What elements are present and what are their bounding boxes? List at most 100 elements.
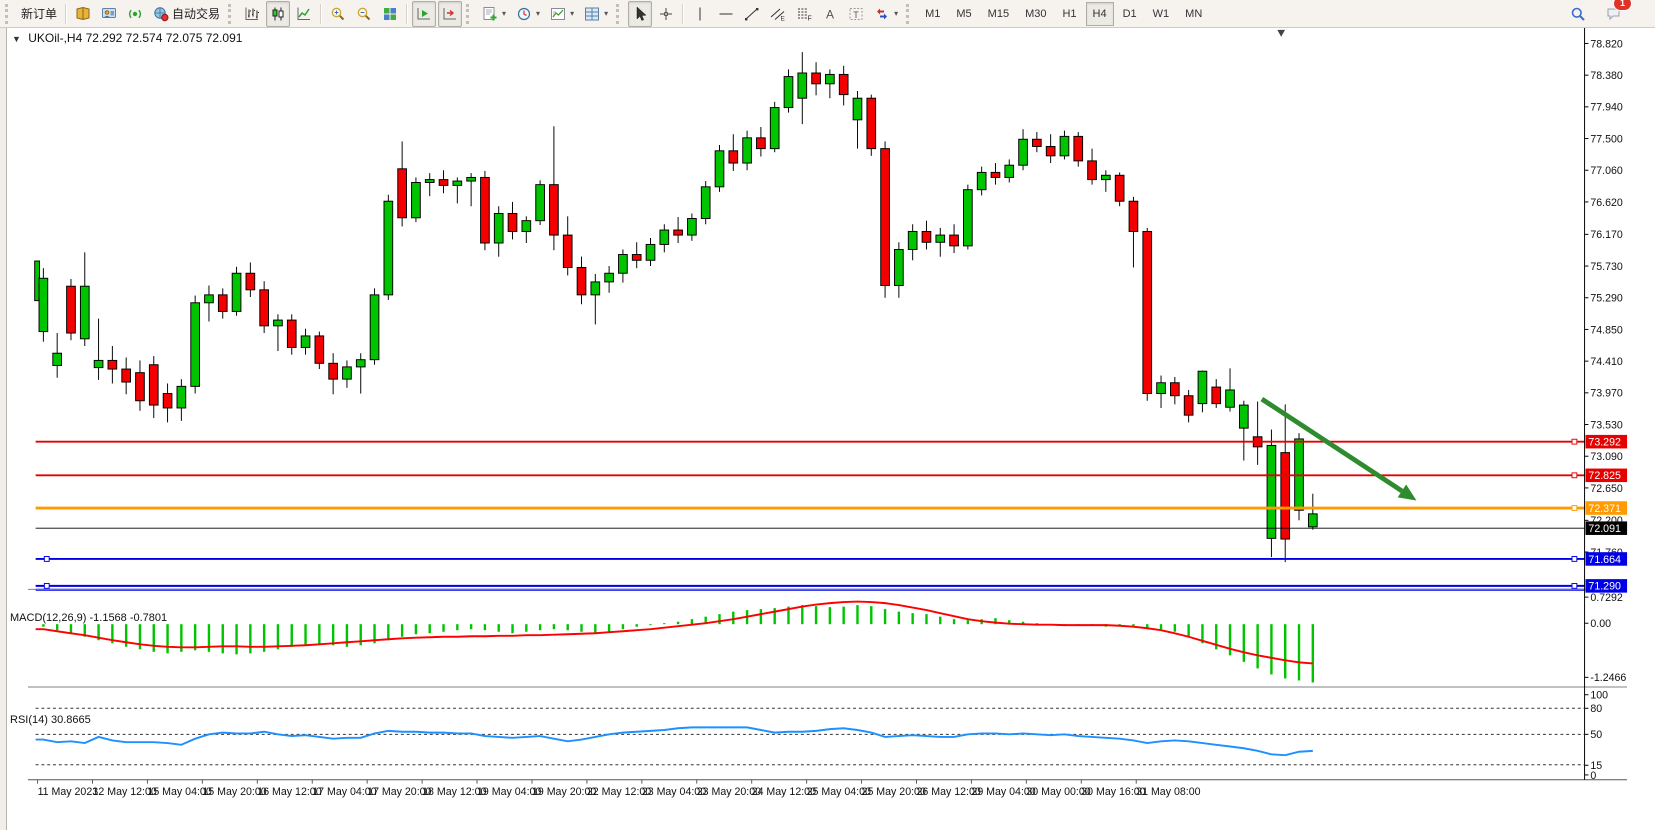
- text-label-icon: T: [849, 7, 863, 20]
- crosshair-button[interactable]: [654, 1, 678, 27]
- candle-body: [231, 272, 242, 312]
- candle-body: [728, 150, 739, 164]
- chart-shift-button[interactable]: [438, 0, 463, 27]
- vertical-line-button[interactable]: [688, 1, 712, 27]
- timeframe-mn-button[interactable]: MN: [1185, 7, 1203, 20]
- chart-shift-marker[interactable]: [1277, 29, 1286, 37]
- chevron-down-icon[interactable]: ▾: [536, 9, 541, 18]
- timeframe-d1-button[interactable]: D1: [1122, 7, 1137, 20]
- auto-scroll-button[interactable]: [412, 0, 437, 27]
- line-anchor-handle[interactable]: [1571, 472, 1578, 479]
- chevron-down-icon[interactable]: ▾: [502, 9, 507, 18]
- price-tag: [1585, 552, 1628, 566]
- candle-body: [1018, 138, 1028, 166]
- search-icon: [1571, 7, 1585, 21]
- price-tag-label: 72.825: [1588, 470, 1621, 482]
- market-watch-button[interactable]: [71, 1, 95, 27]
- periodicity-icon: [517, 7, 531, 20]
- timeframe-m1-button[interactable]: M1: [925, 7, 941, 20]
- chevron-down-icon[interactable]: ▾: [894, 9, 899, 18]
- candle-body: [631, 254, 642, 261]
- line-anchor-handle[interactable]: [1571, 556, 1578, 562]
- svg-text:A: A: [826, 7, 834, 21]
- chart-symbol-period: UKOil-,H4: [28, 31, 83, 45]
- trendline-button[interactable]: [740, 1, 764, 27]
- text-label-button[interactable]: T: [844, 1, 868, 27]
- line-anchor-handle[interactable]: [1571, 438, 1578, 445]
- macd-values: -1.1568 -0.7801: [89, 612, 168, 624]
- candle-body: [1142, 230, 1153, 395]
- market-watch-icon: [76, 6, 90, 20]
- timeframe-h1-button[interactable]: H1: [1062, 7, 1077, 20]
- chart-window: 78.820 78.380 77.940 77.500 77.060 76.620 76.1…: [0, 28, 1655, 830]
- toolbar-drag-handle: [906, 3, 914, 24]
- zoom-in-button[interactable]: [326, 1, 350, 27]
- cursor-button[interactable]: [628, 0, 653, 27]
- new-chart-button[interactable]: ▾: [478, 1, 510, 27]
- price-tag: [1585, 434, 1628, 449]
- candle-body: [369, 294, 380, 361]
- line-anchor-handle[interactable]: [43, 556, 50, 562]
- chevron-down-icon[interactable]: ▾: [604, 9, 609, 18]
- time-tick-label: 11 May 2023: [38, 786, 99, 798]
- line-anchor-handle[interactable]: [1571, 505, 1578, 511]
- equidistant-channel-button[interactable]: E: [766, 1, 790, 27]
- zoom-out-button[interactable]: [352, 1, 376, 27]
- candle-body: [618, 254, 628, 274]
- periodicity-button[interactable]: ▾: [512, 1, 544, 27]
- fibonacci-icon: F: [798, 8, 812, 22]
- time-tick-label: 31 May 08:00: [1136, 786, 1200, 798]
- tile-windows-button[interactable]: [378, 1, 402, 27]
- candle-body: [79, 285, 90, 340]
- candle-body: [687, 218, 697, 236]
- price-tick-label: 75.290: [1590, 293, 1623, 305]
- svg-text:E: E: [781, 15, 786, 22]
- price-tick-label: 78.380: [1590, 70, 1623, 82]
- fibonacci-button[interactable]: F: [792, 1, 816, 27]
- timeframe-m15-button[interactable]: M15: [987, 7, 1010, 20]
- data-window-button[interactable]: [97, 1, 121, 27]
- chevron-down-icon[interactable]: ▾: [570, 9, 575, 18]
- line-anchor-handle[interactable]: [43, 582, 50, 589]
- auto-trading-button[interactable]: 自动交易: [149, 1, 224, 27]
- toolbar-drag-handle: [466, 3, 474, 24]
- time-tick-label: 25 May 20:00: [862, 786, 926, 798]
- candle-body: [273, 319, 283, 327]
- search-button[interactable]: [1566, 1, 1590, 27]
- candle-body: [1101, 174, 1111, 181]
- candle-body: [438, 179, 449, 186]
- trend-arrow-annotation[interactable]: [1260, 397, 1404, 493]
- auto-scroll-icon: [417, 7, 431, 19]
- candlestick-chart-icon: [272, 7, 284, 20]
- horizontal-line-button[interactable]: [714, 1, 738, 27]
- signal-button[interactable]: [123, 1, 147, 27]
- candle-body: [424, 179, 435, 183]
- timeframe-m5-button[interactable]: M5: [956, 7, 972, 20]
- candle-body: [286, 319, 297, 348]
- candle-body: [1032, 138, 1042, 147]
- line-chart-button[interactable]: [292, 1, 316, 27]
- candle-body: [314, 335, 325, 364]
- chart-dropdown-icon[interactable]: ▼: [12, 34, 21, 44]
- templates-button[interactable]: ▾: [546, 1, 578, 27]
- new-order-button-label: 新订单: [21, 7, 58, 21]
- timeframe-h4-button[interactable]: H4: [1085, 1, 1114, 26]
- text-button[interactable]: A: [818, 1, 842, 27]
- candlestick-chart-button[interactable]: [266, 0, 291, 27]
- bar-chart-button[interactable]: [240, 1, 264, 27]
- time-tick-label: 29 May 04:00: [971, 786, 1035, 798]
- arrows-button[interactable]: ▾: [870, 1, 902, 27]
- candle-body: [535, 184, 545, 222]
- candle-body: [1087, 160, 1097, 181]
- timeframe-m30-button[interactable]: M30: [1025, 7, 1047, 20]
- line-anchor-handle[interactable]: [1571, 582, 1578, 589]
- price-tag: [1585, 501, 1628, 515]
- price-tick-label: 76.620: [1590, 197, 1623, 209]
- new-order-button[interactable]: 新订单: [17, 1, 61, 27]
- timeframe-w1-button[interactable]: W1: [1152, 7, 1170, 20]
- profiles-button[interactable]: ▾: [580, 1, 612, 27]
- macd-axis-label: -1.2466: [1590, 672, 1626, 684]
- trend-arrow-head[interactable]: [1397, 484, 1417, 501]
- notifications-button[interactable]: 1: [1602, 0, 1632, 27]
